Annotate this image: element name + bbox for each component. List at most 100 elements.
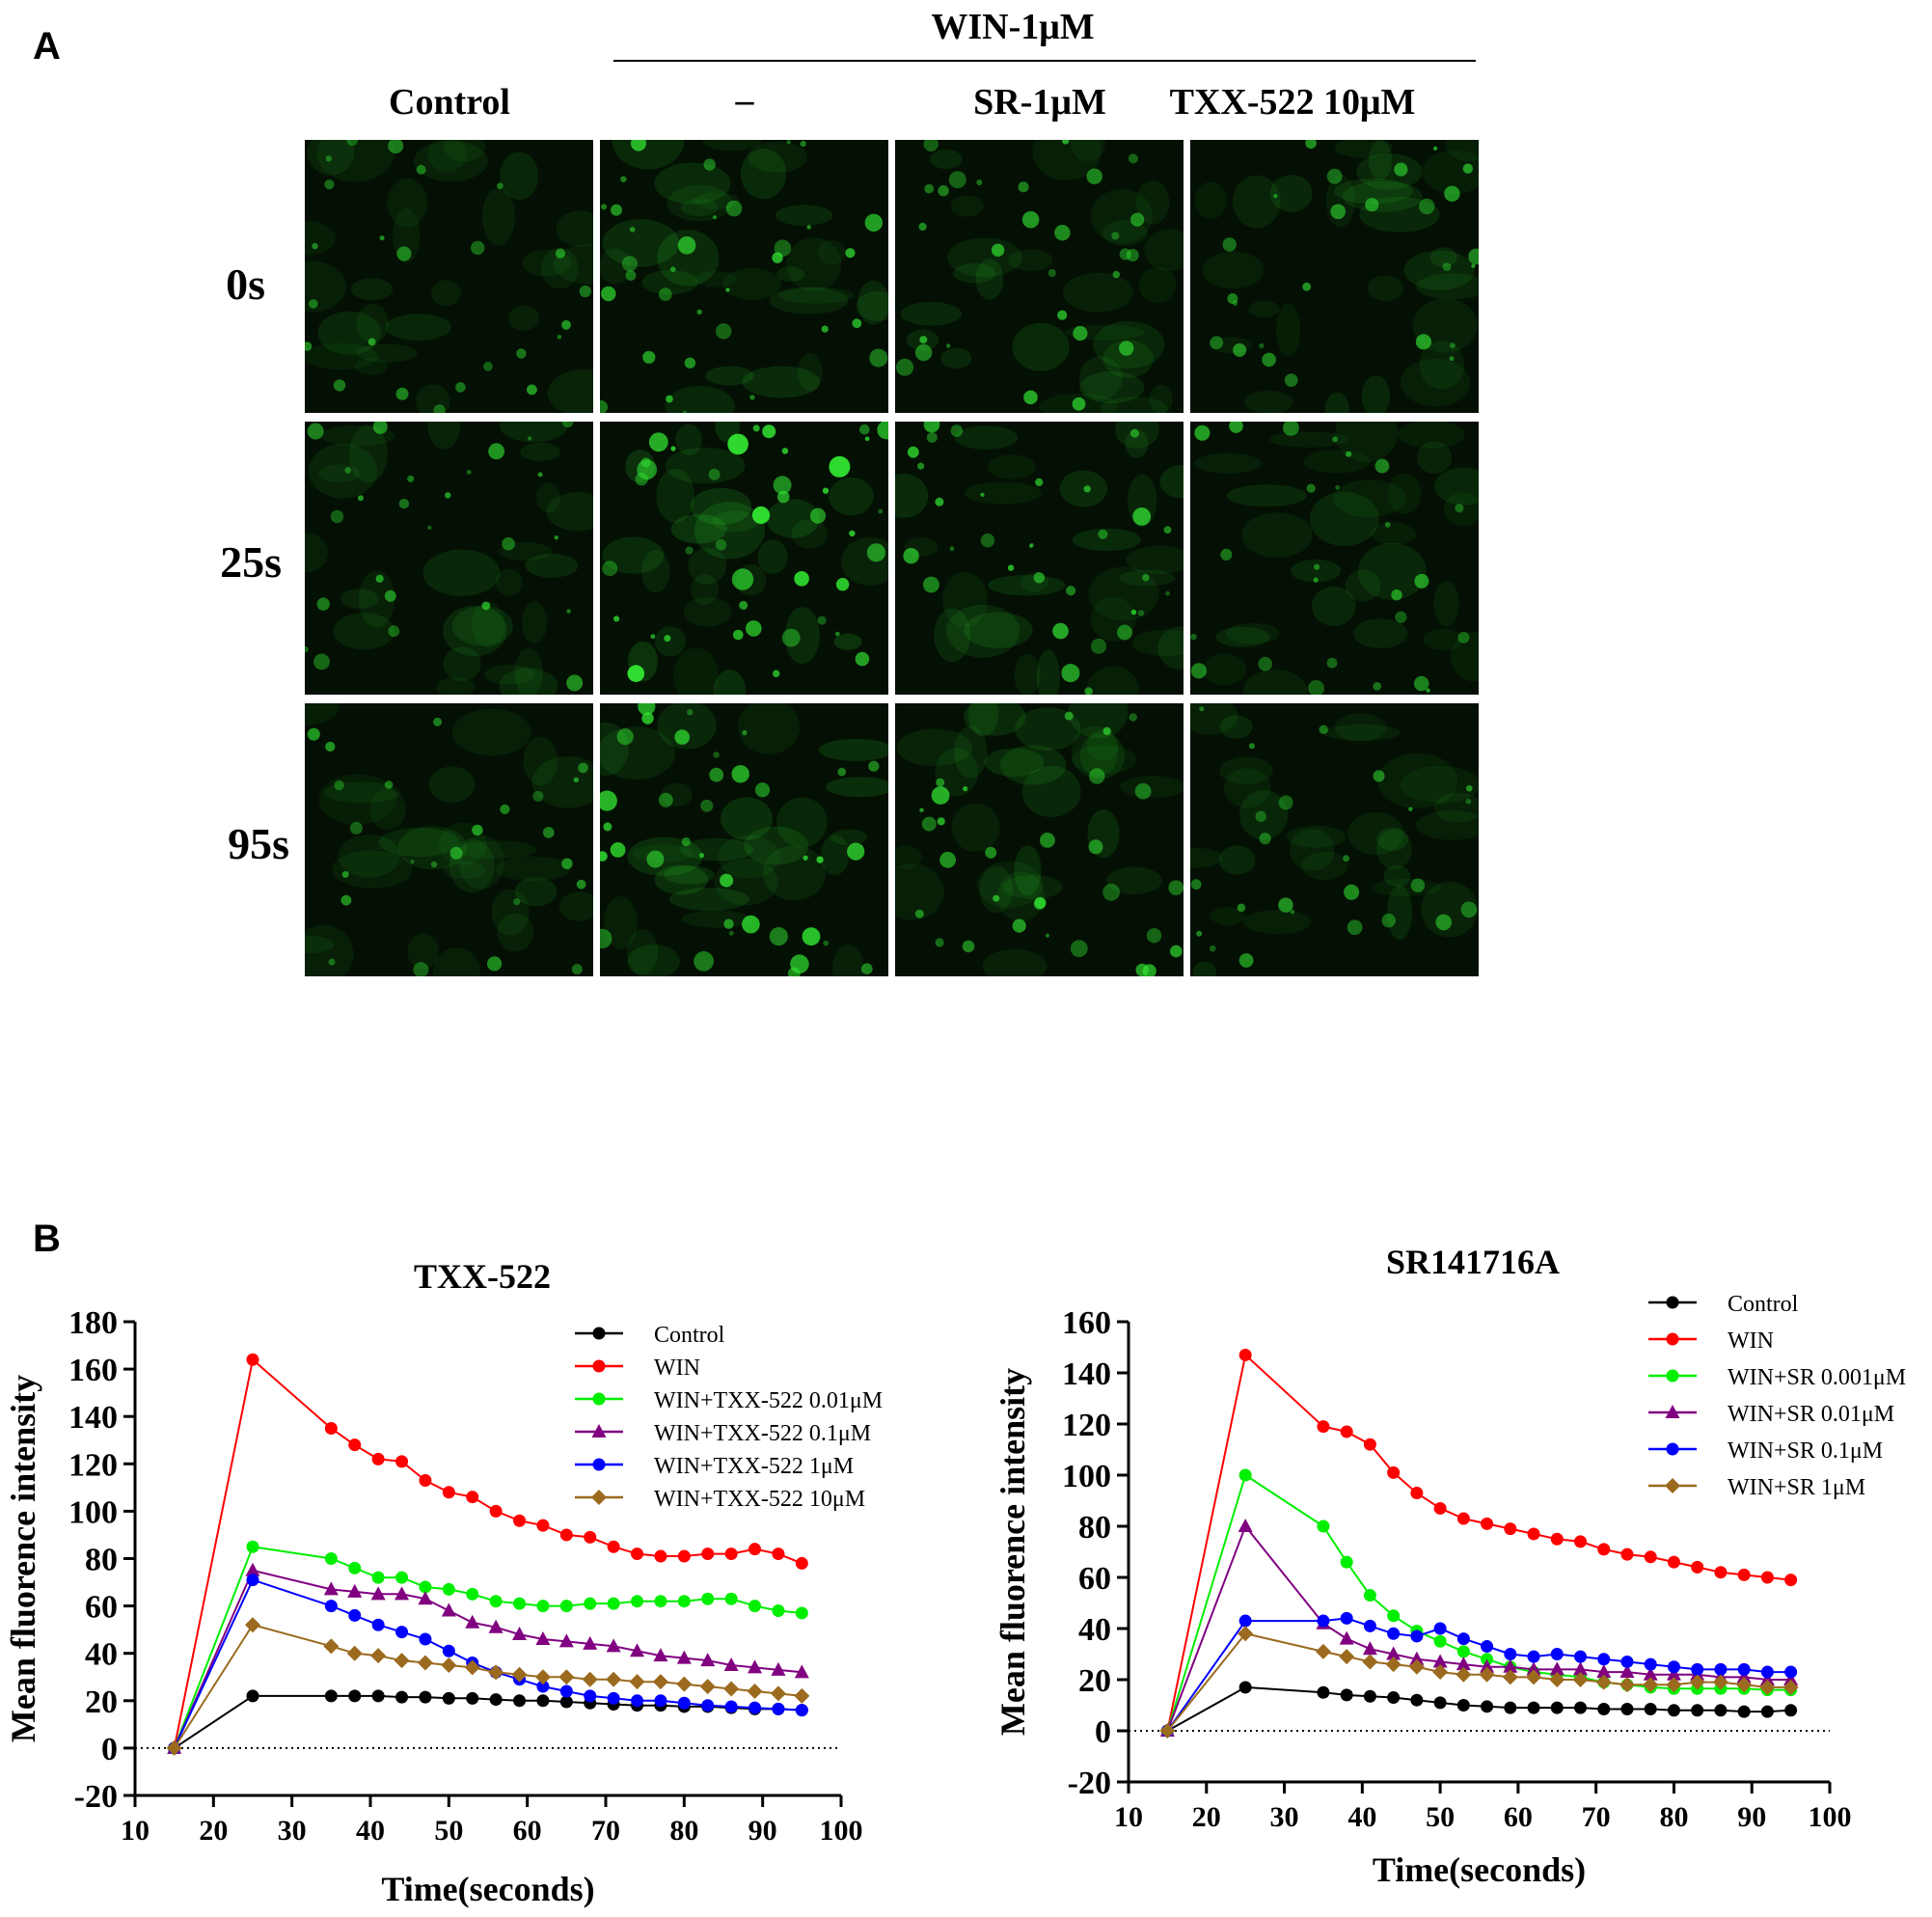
data-point	[1760, 1571, 1774, 1584]
y-tick-label: 100	[1062, 1459, 1111, 1494]
data-point	[536, 1600, 550, 1613]
data-point	[246, 1689, 259, 1703]
micrograph-tile	[305, 140, 593, 413]
data-point	[1433, 1622, 1447, 1635]
data-point	[1238, 1681, 1252, 1694]
data-point	[677, 1696, 691, 1710]
data-point	[1456, 1645, 1470, 1658]
data-point	[1387, 1627, 1401, 1640]
data-point	[419, 1473, 432, 1487]
series-line	[173, 1546, 803, 1749]
data-point	[1340, 1555, 1353, 1569]
legend-marker	[592, 1392, 606, 1406]
data-point	[1784, 1574, 1798, 1587]
data-point	[1643, 1677, 1659, 1693]
y-tick-label: 40	[85, 1637, 118, 1673]
y-tick-label: 20	[85, 1684, 118, 1720]
data-point	[748, 1543, 762, 1556]
data-point	[654, 1549, 667, 1563]
data-point	[395, 1571, 409, 1584]
data-point	[466, 1691, 479, 1705]
chart-title: SR141716A	[1386, 1243, 1560, 1281]
data-point	[1526, 1669, 1542, 1685]
data-point	[1574, 1535, 1588, 1548]
x-axis-label: Time(seconds)	[1373, 1850, 1586, 1889]
data-point	[1550, 1701, 1564, 1714]
series-6	[1159, 1626, 1799, 1739]
legend-entry: WIN+TXX-522 1μM	[575, 1454, 854, 1479]
column-header-win-only: –	[735, 80, 754, 121]
data-point	[772, 1702, 785, 1715]
legend-entry: WIN+TXX-522 0.1μM	[575, 1421, 871, 1446]
data-point	[1456, 1666, 1472, 1683]
legend-marker	[1666, 1296, 1679, 1309]
data-point	[1597, 1653, 1611, 1666]
data-point	[1363, 1438, 1376, 1451]
data-point	[1620, 1655, 1634, 1668]
legend-label: WIN+SR 1μM	[1728, 1475, 1865, 1500]
data-point	[370, 1586, 386, 1601]
micrograph-tile	[305, 422, 593, 695]
data-point	[1408, 1658, 1425, 1675]
data-point	[395, 1586, 410, 1601]
data-point	[1159, 1723, 1176, 1739]
data-point	[1714, 1566, 1728, 1579]
data-point	[1736, 1677, 1753, 1693]
data-point	[1504, 1701, 1517, 1714]
data-point	[1340, 1425, 1353, 1438]
data-point	[394, 1653, 410, 1669]
data-point	[324, 1421, 338, 1435]
data-point	[417, 1655, 433, 1671]
data-point	[1784, 1704, 1798, 1717]
data-point	[1526, 1661, 1541, 1676]
micrograph-tile	[895, 703, 1184, 976]
data-point	[1737, 1705, 1751, 1718]
data-point	[748, 1701, 762, 1714]
data-point	[1363, 1619, 1376, 1632]
data-point	[558, 1669, 575, 1685]
data-point	[1433, 1696, 1447, 1710]
data-point	[748, 1659, 763, 1674]
y-tick-label: -20	[74, 1779, 118, 1815]
data-point	[466, 1587, 479, 1601]
data-point	[1502, 1669, 1518, 1685]
legend-marker	[592, 1327, 606, 1340]
data-point	[1667, 1555, 1680, 1569]
x-tick-label: 70	[591, 1815, 620, 1847]
data-point	[1784, 1665, 1798, 1679]
data-point	[370, 1648, 387, 1664]
data-point	[701, 1592, 715, 1605]
legend-label: WIN+SR 0.1μM	[1728, 1438, 1883, 1464]
data-point	[513, 1514, 527, 1527]
data-point	[1574, 1701, 1588, 1714]
data-point	[1503, 1658, 1518, 1673]
y-axis-label: Mean fluorence intensity	[993, 1368, 1032, 1736]
data-point	[1597, 1702, 1611, 1715]
panel-a-letter: A	[33, 25, 61, 68]
data-point	[1619, 1664, 1635, 1679]
x-tick-label: 10	[121, 1815, 150, 1847]
y-tick-label: 160	[68, 1353, 118, 1388]
x-tick-label: 50	[434, 1815, 463, 1847]
data-point	[323, 1638, 340, 1655]
data-point	[1574, 1650, 1588, 1663]
x-tick-label: 40	[1347, 1801, 1376, 1833]
data-point	[1550, 1532, 1564, 1546]
micrograph-tile	[1190, 140, 1479, 413]
data-point	[1340, 1688, 1353, 1702]
data-point	[700, 1653, 716, 1667]
data-point	[324, 1689, 338, 1703]
data-point	[348, 1608, 362, 1622]
data-point	[1736, 1669, 1752, 1684]
data-point	[246, 1540, 259, 1553]
data-point	[489, 1693, 503, 1707]
legend-label: Control	[1728, 1292, 1799, 1317]
legend-marker	[1666, 1332, 1679, 1346]
data-point	[724, 1547, 738, 1561]
data-point	[418, 1591, 433, 1605]
data-point	[1760, 1665, 1774, 1679]
column-header-control: Control	[389, 82, 510, 123]
data-point	[1549, 1672, 1565, 1687]
data-point	[654, 1595, 667, 1608]
data-point	[701, 1547, 715, 1561]
